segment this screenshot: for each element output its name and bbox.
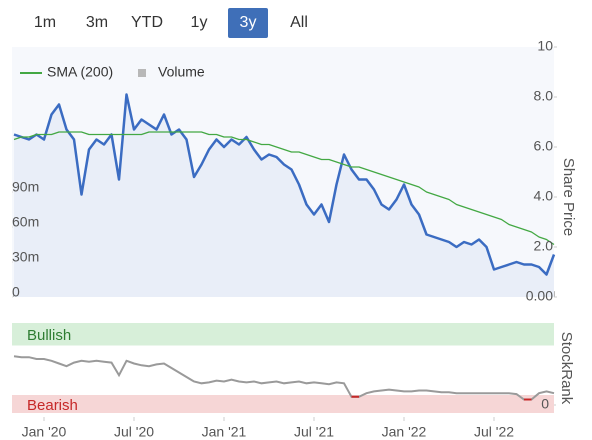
y-axis-title: StockRank	[558, 332, 575, 405]
rank-band	[12, 323, 554, 346]
range-button[interactable]: 1m	[34, 14, 56, 31]
y2-tick-label: 60m	[12, 214, 39, 230]
x-tick-label: Jul '20	[114, 424, 154, 440]
y2-tick-label: 0	[12, 284, 20, 300]
rank-tick-label: 0	[541, 396, 549, 412]
y-tick-label: 10	[537, 38, 553, 54]
rank-bearish-line	[351, 395, 532, 401]
sma-line	[13, 131, 555, 246]
x-tick-label: Jan '20	[22, 424, 67, 440]
range-button[interactable]: 3m	[86, 14, 108, 31]
y2-tick-label: 30m	[12, 249, 39, 265]
legend-label: SMA (200)	[47, 64, 113, 80]
rank-band	[12, 395, 554, 413]
price-area	[14, 94, 554, 297]
x-tick-label: Jul '21	[294, 424, 334, 440]
range-button[interactable]: 1y	[191, 14, 208, 31]
range-button[interactable]: YTD	[131, 14, 163, 31]
x-tick-label: Jan '22	[382, 424, 427, 440]
legend-label: Volume	[158, 64, 205, 80]
button-label: All	[290, 14, 308, 31]
y-axis-title: Share Price	[560, 158, 577, 236]
y-tick-label: 2.0	[534, 238, 554, 254]
button-label: 1y	[191, 14, 208, 31]
range-button[interactable]: 3y	[228, 8, 268, 38]
band-label: Bearish	[27, 397, 78, 414]
rank-line	[13, 355, 555, 401]
button-label: 1m	[34, 14, 56, 31]
button-label: YTD	[131, 14, 163, 31]
range-button[interactable]: All	[290, 14, 308, 31]
y-tick-label: 8.0	[534, 88, 554, 104]
y-tick-label: 4.0	[534, 188, 554, 204]
x-tick-label: Jul '22	[474, 424, 514, 440]
button-bg	[228, 8, 268, 38]
band-label: Bullish	[27, 327, 71, 344]
y-tick-label: 0.00	[526, 288, 553, 304]
button-label: 3y	[240, 14, 257, 31]
y2-tick-label: 90m	[12, 179, 39, 195]
legend-swatch	[138, 69, 146, 77]
price-line	[13, 93, 556, 276]
y-tick-label: 6.0	[534, 138, 554, 154]
x-tick-label: Jan '21	[202, 424, 247, 440]
button-label: 3m	[86, 14, 108, 31]
